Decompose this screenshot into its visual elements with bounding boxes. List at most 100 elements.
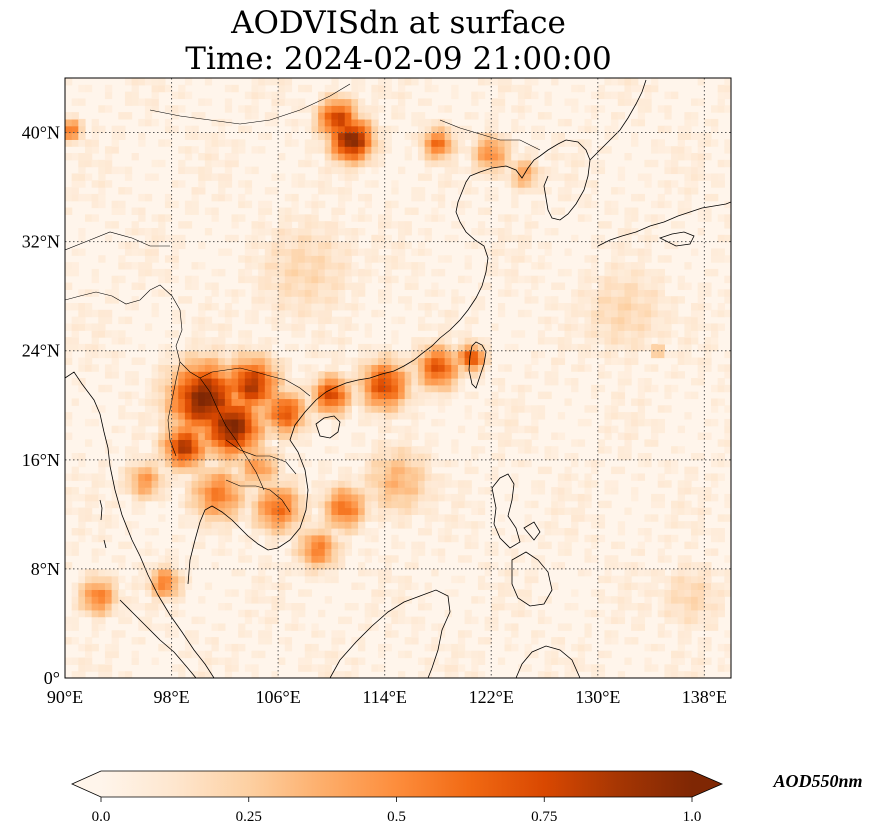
- aod-cell: [111, 221, 119, 229]
- aod-cell: [484, 357, 492, 365]
- aod-cell: [198, 412, 206, 420]
- aod-cell: [617, 432, 626, 440]
- aod-cell: [524, 173, 532, 181]
- aod-cell: [431, 657, 439, 665]
- aod-cell: [471, 153, 479, 161]
- aod-cell: [651, 493, 659, 502]
- aod-cell: [644, 296, 652, 304]
- aod-cell: [258, 637, 266, 645]
- aod-cell: [671, 514, 679, 522]
- aod-cell: [318, 248, 326, 256]
- aod-cell: [564, 153, 572, 161]
- aod-cell: [551, 643, 559, 652]
- aod-cell: [204, 282, 213, 290]
- aod-cell: [258, 514, 266, 522]
- aod-cell: [471, 466, 479, 475]
- aod-cell: [664, 159, 672, 168]
- aod-cell: [198, 98, 206, 106]
- aod-cell: [697, 159, 705, 168]
- aod-cell: [537, 207, 546, 215]
- aod-cell: [271, 98, 279, 106]
- aod-cell: [677, 146, 685, 154]
- aod-cell: [591, 664, 599, 672]
- aod-cell: [144, 173, 153, 181]
- aod-cell: [78, 596, 86, 604]
- aod-cell: [604, 371, 612, 379]
- aod-cell: [198, 173, 206, 181]
- aod-cell: [651, 316, 659, 325]
- aod-cell: [378, 453, 386, 461]
- aod-cell: [364, 609, 372, 618]
- aod-cell: [291, 207, 299, 215]
- aod-cell: [318, 303, 326, 311]
- aod-cell: [111, 650, 119, 659]
- aod-cell: [351, 125, 359, 134]
- aod-cell: [338, 268, 346, 277]
- aod-cell: [338, 541, 346, 550]
- aod-cell: [477, 303, 486, 311]
- aod-cell: [504, 589, 512, 597]
- aod-cell: [571, 180, 579, 188]
- aod-cell: [271, 303, 279, 311]
- aod-cell: [338, 330, 346, 338]
- aod-cell: [484, 487, 492, 495]
- aod-cell: [338, 650, 346, 659]
- aod-cell: [324, 493, 332, 502]
- aod-cell: [278, 98, 286, 106]
- aod-cell: [624, 316, 632, 325]
- aod-cell: [617, 391, 626, 400]
- aod-cell: [724, 630, 731, 638]
- aod-cell: [278, 589, 286, 597]
- aod-cell: [697, 309, 705, 318]
- aod-cell: [644, 330, 652, 338]
- aod-cell: [78, 343, 86, 352]
- aod-cell: [371, 384, 379, 393]
- aod-cell: [211, 657, 219, 665]
- aod-cell: [244, 466, 253, 475]
- aod-cell: [597, 459, 606, 468]
- aod-cell: [524, 289, 532, 297]
- aod-cell: [551, 153, 559, 161]
- aod-cell: [258, 425, 266, 434]
- aod-cell: [191, 125, 199, 134]
- aod-cell: [224, 105, 233, 113]
- aod-cell: [657, 275, 665, 284]
- aod-cell: [211, 193, 219, 202]
- aod-cell: [158, 378, 166, 386]
- aod-cell: [104, 180, 113, 188]
- aod-cell: [251, 459, 259, 468]
- aod-cell: [384, 500, 392, 509]
- aod-cell: [298, 234, 306, 243]
- aod-cell: [298, 453, 306, 461]
- aod-cell: [451, 330, 459, 338]
- aod-cell: [484, 337, 492, 345]
- aod-cell: [278, 323, 286, 331]
- aod-cell: [411, 337, 419, 345]
- aod-cell: [244, 200, 253, 209]
- aod-cell: [617, 78, 626, 86]
- aod-cell: [298, 303, 306, 311]
- aod-cell: [98, 173, 106, 181]
- aod-cell: [631, 275, 639, 284]
- aod-cell: [637, 112, 646, 120]
- aod-cell: [311, 118, 319, 127]
- aod-cell: [298, 473, 306, 481]
- aod-cell: [171, 255, 179, 263]
- aod-cell: [604, 207, 612, 215]
- aod-cell: [98, 323, 106, 331]
- aod-cell: [524, 180, 532, 188]
- aod-cell: [111, 350, 119, 359]
- aod-cell: [424, 473, 432, 481]
- aod-cell: [364, 268, 372, 277]
- aod-cell: [424, 603, 432, 611]
- aod-cell: [557, 118, 566, 127]
- aod-cell: [571, 323, 579, 331]
- aod-cell: [278, 207, 286, 215]
- aod-cell: [191, 193, 199, 202]
- aod-cell: [398, 671, 406, 678]
- aod-cell: [271, 616, 279, 625]
- aod-cell: [278, 493, 286, 502]
- aod-cell: [364, 112, 372, 120]
- aod-cell: [551, 507, 559, 515]
- aod-cell: [331, 296, 339, 304]
